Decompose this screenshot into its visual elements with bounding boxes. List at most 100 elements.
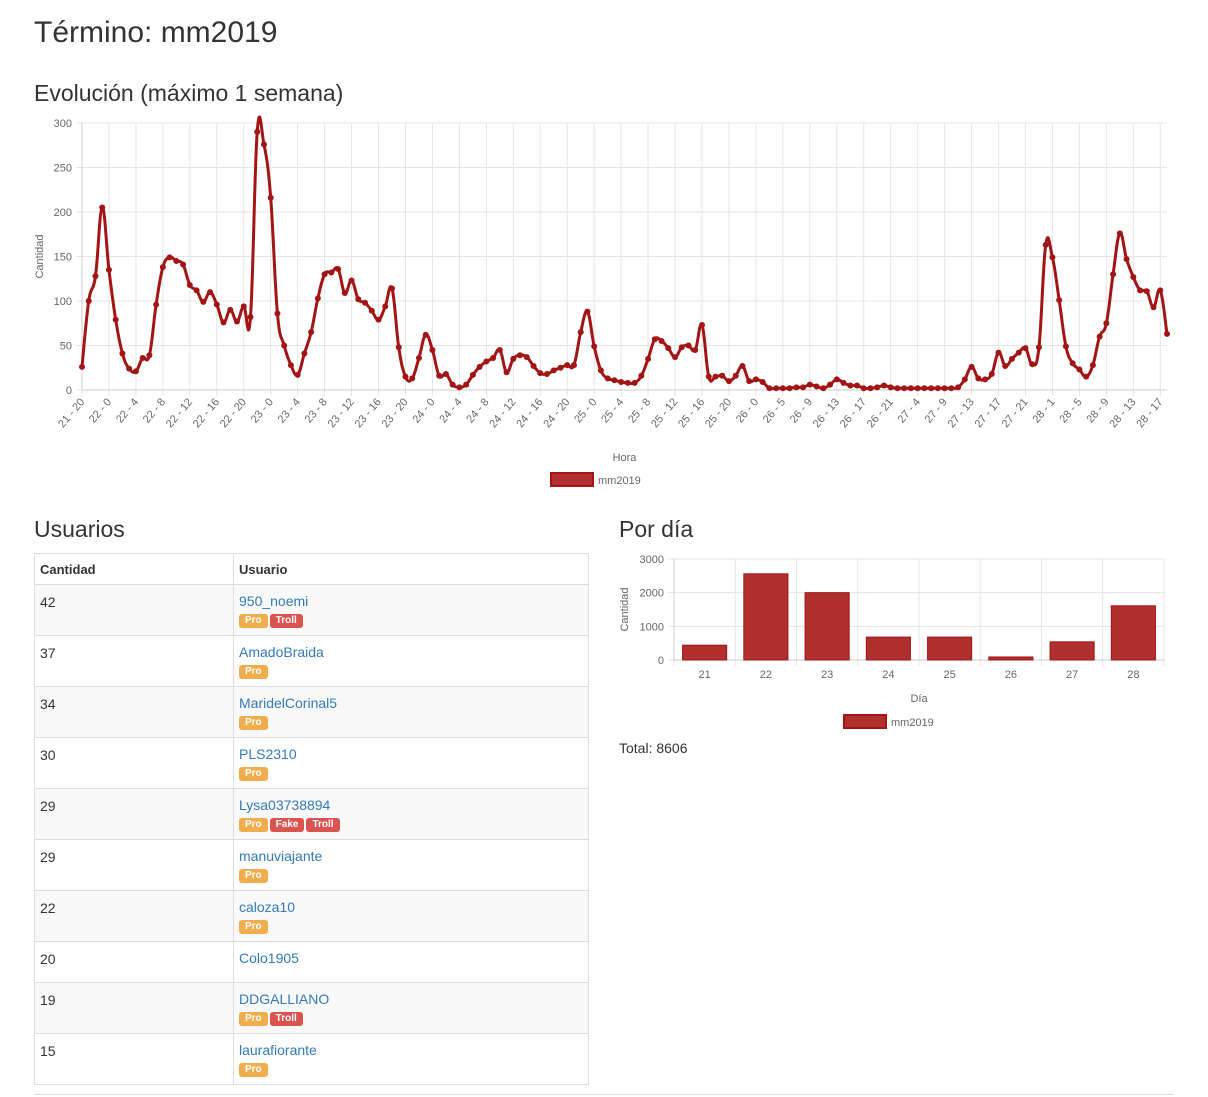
users-table: Cantidad Usuario 42 950_noemi Pro Troll 37 Am…: [34, 553, 589, 1085]
x-tick-label: 22 - 0: [87, 396, 114, 425]
user-badges: Pro: [239, 716, 583, 730]
user-link[interactable]: laurafiorante: [239, 1042, 317, 1058]
data-point: [685, 342, 692, 349]
data-point: [766, 385, 773, 392]
data-point: [314, 295, 321, 302]
data-point: [463, 381, 470, 388]
user-link[interactable]: 950_noemi: [239, 593, 309, 609]
data-point: [847, 382, 854, 389]
x-tick-label: 25 - 4: [599, 396, 626, 425]
cell-count: 30: [34, 737, 234, 789]
data-point: [1022, 345, 1029, 352]
data-point: [604, 375, 611, 382]
cell-count: 20: [34, 941, 234, 983]
data-point: [1157, 287, 1164, 294]
data-point: [200, 298, 207, 305]
data-point: [786, 385, 793, 392]
user-badges: Pro: [239, 920, 583, 934]
data-point: [207, 289, 214, 296]
cell-count: 29: [34, 788, 234, 840]
header-usuario: Usuario: [233, 553, 589, 585]
badge-pro: Pro: [239, 767, 268, 781]
data-point: [894, 385, 901, 392]
data-point: [274, 310, 281, 317]
table-row: 15 laurafiorante Pro: [34, 1033, 589, 1085]
user-link[interactable]: Colo1905: [239, 950, 299, 966]
cell-count: 15: [34, 1033, 234, 1085]
data-point: [375, 316, 382, 323]
user-link[interactable]: PLS2310: [239, 746, 297, 762]
user-link[interactable]: caloza10: [239, 899, 296, 915]
badge-pro: Pro: [239, 1063, 268, 1077]
cell-count: 19: [34, 982, 234, 1034]
total-count: Total: 8606: [619, 740, 688, 756]
data-point: [294, 371, 301, 378]
data-point: [402, 373, 409, 380]
x-tick-label: 24 - 0: [410, 396, 437, 425]
data-point: [901, 385, 908, 392]
data-point: [287, 362, 294, 369]
data-point: [442, 370, 449, 377]
cell-user: laurafiorante Pro: [233, 1033, 589, 1085]
data-point: [651, 336, 658, 343]
data-point: [240, 303, 247, 310]
x-tick-label: 24 - 4: [437, 396, 464, 425]
table-row: 29 manuviajante Pro: [34, 839, 589, 891]
data-point: [1110, 271, 1117, 278]
data-point: [510, 355, 517, 362]
data-point: [368, 307, 375, 314]
table-row: 29 Lysa03738894 Pro Fake Troll: [34, 788, 589, 840]
legend-label: mm2019: [891, 717, 934, 729]
data-point: [490, 354, 497, 361]
cell-user: AmadoBraida Pro: [233, 635, 589, 687]
user-link[interactable]: manuviajante: [239, 848, 323, 864]
x-tick-label: 23 - 16: [353, 396, 384, 430]
bar: [988, 656, 1034, 661]
badge-pro: Pro: [239, 716, 268, 730]
x-tick-label: 28 - 13: [1107, 396, 1138, 430]
data-point: [712, 373, 719, 380]
data-point: [914, 385, 921, 392]
user-badges: Pro: [239, 869, 583, 883]
data-point: [469, 371, 476, 378]
data-point: [759, 378, 766, 385]
y-tick-label: 150: [54, 252, 72, 264]
data-point: [638, 372, 645, 379]
user-link[interactable]: AmadoBraida: [239, 644, 324, 660]
data-point: [335, 265, 342, 272]
user-link[interactable]: DDGALLIANO: [239, 991, 330, 1007]
data-point: [699, 322, 705, 329]
data-point: [355, 296, 362, 303]
user-link[interactable]: Lysa03738894: [239, 797, 331, 813]
x-tick-label: 25 - 12: [649, 396, 680, 430]
data-point: [126, 365, 133, 372]
data-point: [523, 354, 530, 361]
data-point: [220, 319, 227, 326]
x-tick-label: 22 - 16: [191, 396, 222, 430]
table-row: 30 PLS2310 Pro: [34, 737, 589, 789]
data-point: [887, 384, 894, 391]
data-point: [436, 372, 443, 379]
x-tick-label: 28 - 1: [1030, 396, 1057, 425]
x-tick-label: 25 - 16: [676, 396, 707, 430]
bar: [743, 573, 789, 661]
data-point: [173, 257, 180, 264]
x-tick-label: 22 - 12: [164, 396, 195, 430]
x-tick-label: 26 - 5: [761, 396, 788, 425]
y-tick-label: 50: [60, 341, 72, 353]
badge-pro: Pro: [239, 614, 268, 628]
data-point: [961, 376, 968, 383]
data-point: [1076, 366, 1083, 373]
data-point: [496, 346, 503, 353]
data-point: [948, 385, 955, 392]
data-point: [746, 378, 753, 385]
user-badges: Pro: [239, 1063, 583, 1077]
data-point: [779, 385, 786, 392]
data-point: [800, 384, 807, 391]
cell-count: 34: [34, 686, 234, 738]
x-axis-title: Hora: [613, 452, 638, 464]
data-point: [119, 350, 126, 357]
user-badges: Pro Troll: [239, 1012, 583, 1026]
data-point: [665, 345, 672, 352]
user-link[interactable]: MaridelCorinal5: [239, 695, 338, 711]
